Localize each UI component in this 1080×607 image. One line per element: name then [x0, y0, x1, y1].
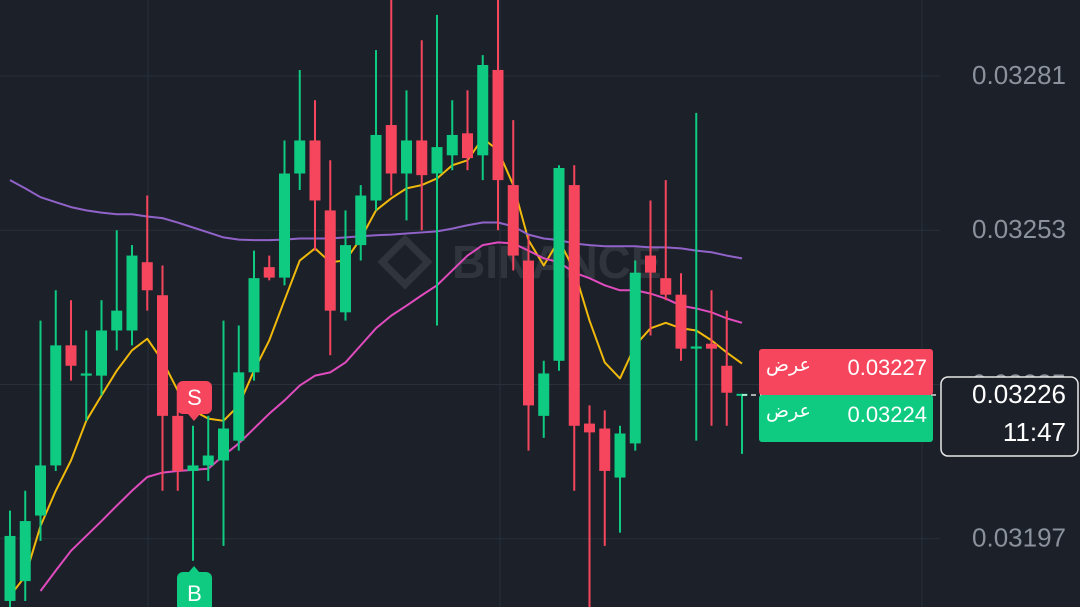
y-tick-label: 0.03281 — [972, 60, 1066, 90]
buy-label: B — [187, 581, 202, 606]
candle-body — [507, 185, 519, 256]
last-price-box: 0.03226 11:47 — [940, 376, 1079, 457]
candle-body — [568, 185, 580, 426]
candle-body — [294, 140, 306, 174]
candle-body — [126, 255, 138, 331]
candle-body — [172, 415, 184, 471]
candle-body — [4, 535, 16, 601]
candle-body — [80, 373, 92, 376]
candle-body — [248, 278, 260, 373]
candle-body — [355, 195, 367, 246]
candle-body — [340, 245, 351, 313]
candle-body — [675, 294, 687, 349]
candle-body — [446, 134, 458, 156]
candle-body — [35, 465, 46, 516]
last-price-background — [940, 376, 1079, 457]
sell-marker: S — [177, 381, 212, 421]
candle-body — [157, 295, 168, 416]
buy-badge — [177, 572, 212, 607]
candle-body — [538, 373, 550, 416]
sell-badge — [177, 381, 212, 414]
candle-body — [401, 140, 412, 174]
candle-body — [385, 125, 397, 174]
indicator-line — [39, 241, 743, 592]
candle-body — [477, 64, 489, 156]
candle-body — [279, 173, 290, 278]
candle-body — [431, 147, 443, 174]
candle-body — [187, 465, 199, 471]
ask-label: عرض — [766, 355, 811, 376]
sell-label: S — [187, 385, 202, 410]
candle-body — [19, 521, 31, 582]
candle-body — [462, 133, 473, 159]
candle-body — [629, 272, 641, 444]
candle-body — [263, 267, 275, 278]
bid-box: عرض 0.03224 — [759, 395, 933, 442]
buy-pointer — [188, 566, 200, 573]
ask-background — [759, 349, 933, 395]
bid-label: عرض — [766, 401, 811, 422]
candle-body — [660, 278, 672, 295]
ask-price: 0.03227 — [847, 355, 927, 380]
indicator-line — [9, 179, 743, 260]
candle-body — [309, 140, 321, 201]
candle-body — [614, 433, 626, 478]
candle-body — [324, 210, 336, 311]
bid-background — [759, 395, 933, 442]
candle-body — [721, 365, 733, 393]
candle-body — [141, 262, 153, 291]
candle-body — [492, 69, 504, 181]
ask-box: عرض 0.03227 — [759, 349, 933, 395]
countdown: 11:47 — [1003, 417, 1066, 447]
candle-body — [96, 330, 107, 376]
bid-price: 0.03224 — [847, 402, 927, 427]
candle-body — [584, 423, 595, 433]
candle-body — [50, 345, 62, 466]
y-tick-label: 0.03253 — [972, 214, 1066, 244]
candles — [4, 0, 748, 607]
candle-body — [65, 345, 77, 366]
last-price: 0.03226 — [972, 379, 1066, 409]
candle-body — [202, 455, 214, 466]
candle-body — [706, 343, 717, 349]
candle-body — [690, 346, 702, 349]
buy-marker: B — [177, 566, 212, 607]
candle-body — [523, 260, 534, 406]
candle-body — [645, 255, 656, 273]
candle-body — [599, 428, 611, 471]
candle-body — [370, 134, 382, 201]
candle-body — [111, 310, 123, 331]
candle-body — [218, 428, 229, 461]
candle-body — [416, 140, 428, 176]
candle-body — [553, 167, 565, 361]
candle-body — [233, 372, 245, 441]
y-tick-label: 0.03197 — [972, 523, 1066, 553]
sell-pointer — [188, 414, 200, 421]
